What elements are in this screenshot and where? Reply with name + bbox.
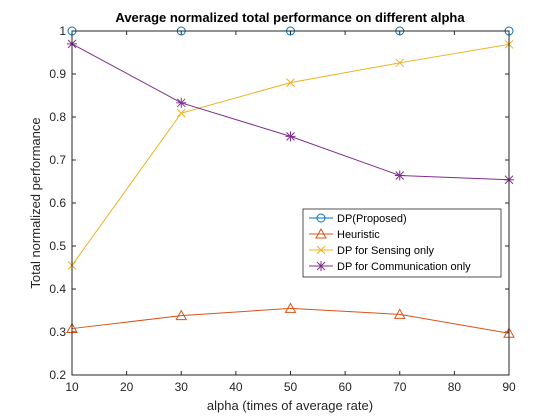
x-tick-label: 20: [120, 380, 134, 394]
x-axis-label: alpha (times of average rate): [207, 398, 373, 413]
data-point-s3-p1: [176, 98, 186, 108]
legend-label-3: DP for Communication only: [337, 261, 471, 273]
data-point-s3-p2: [286, 131, 296, 141]
legend-label-0: DP(Proposed): [337, 213, 407, 225]
x-tick-label: 50: [284, 380, 298, 394]
y-tick-label: 0.8: [49, 110, 66, 124]
y-tick-label: 0.6: [49, 196, 66, 210]
x-tick-label: 70: [393, 380, 407, 394]
y-tick-label: 0.4: [49, 282, 66, 296]
x-tick-label: 80: [448, 380, 462, 394]
chart-title: Average normalized total performance on …: [115, 10, 465, 25]
y-tick-label: 0.5: [49, 239, 66, 253]
y-tick-label: 0.2: [49, 368, 66, 382]
x-tick-label: 30: [175, 380, 189, 394]
x-tick-label: 10: [65, 380, 79, 394]
y-tick-label: 0.7: [49, 153, 66, 167]
y-tick-label: 0.9: [49, 67, 66, 81]
legend-label-1: Heuristic: [337, 229, 380, 241]
y-tick-label: 1: [59, 24, 66, 38]
x-tick-label: 90: [502, 380, 516, 394]
x-tick-label: 60: [338, 380, 352, 394]
x-tick-label: 40: [229, 380, 243, 394]
y-axis-label: Total normalized performance: [28, 117, 43, 288]
y-tick-label: 0.3: [49, 325, 66, 339]
data-point-s3-p3: [395, 170, 405, 180]
legend: DP(Proposed) Heuristic DP for Sensing only…: [303, 209, 501, 277]
legend-marker-3: [316, 261, 326, 271]
legend-label-2: DP for Sensing only: [337, 245, 435, 257]
